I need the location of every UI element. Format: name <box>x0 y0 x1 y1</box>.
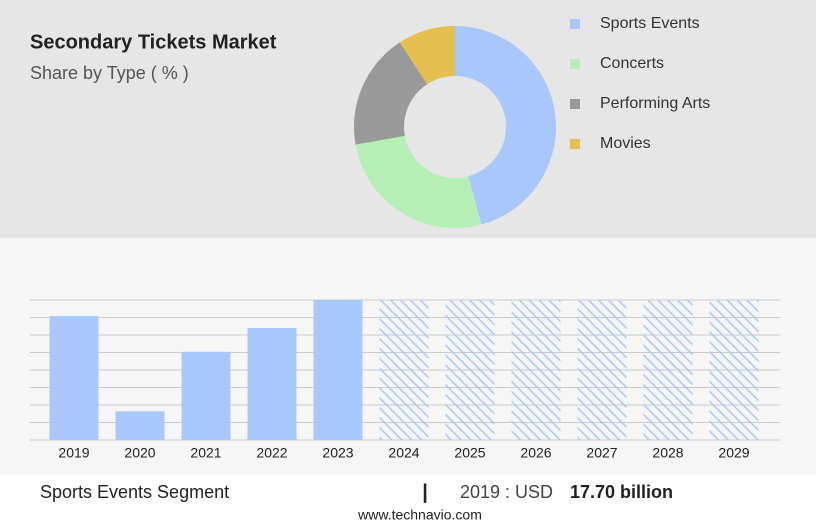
bar <box>115 411 165 440</box>
legend-swatch <box>570 99 580 109</box>
x-tick-label: 2024 <box>388 445 419 461</box>
bar <box>247 328 297 440</box>
x-tick-label: 2019 <box>58 445 89 461</box>
x-tick-label: 2022 <box>256 445 287 461</box>
x-tick-label: 2020 <box>124 445 155 461</box>
x-tick-label: 2026 <box>520 445 551 461</box>
x-tick-label: 2029 <box>718 445 749 461</box>
x-tick-label: 2025 <box>454 445 485 461</box>
footer-value: 17.70 billion <box>570 482 673 502</box>
bar <box>49 316 99 440</box>
forecast-placeholder <box>709 300 759 440</box>
footer-panel <box>0 475 816 528</box>
forecast-placeholder <box>511 300 561 440</box>
legend-label: Performing Arts <box>600 95 710 112</box>
donut-slice <box>355 135 482 228</box>
forecast-placeholder <box>643 300 693 440</box>
footer-segment: Sports Events Segment <box>40 482 229 502</box>
x-tick-label: 2021 <box>190 445 221 461</box>
legend-label: Concerts <box>600 55 664 72</box>
website: www.technavio.com <box>357 507 482 523</box>
donut-slice <box>455 26 556 225</box>
legend-swatch <box>570 139 580 149</box>
x-tick-label: 2023 <box>322 445 353 461</box>
forecast-placeholder <box>379 300 429 440</box>
footer-year-currency: 2019 : USD <box>460 482 553 502</box>
donut-slice <box>353 42 428 145</box>
chart-subtitle: Share by Type ( % ) <box>30 63 189 83</box>
x-tick-label: 2027 <box>586 445 617 461</box>
legend-swatch <box>570 59 580 69</box>
legend-label: Movies <box>600 135 651 152</box>
x-tick-label: 2028 <box>652 445 683 461</box>
footer-separator: | <box>422 481 428 503</box>
bar <box>313 300 363 440</box>
forecast-placeholder <box>577 300 627 440</box>
legend-label: Sports Events <box>600 15 700 32</box>
donut-slice <box>399 26 455 85</box>
legend-swatch <box>570 19 580 29</box>
chart-title: Secondary Tickets Market <box>30 31 277 53</box>
bar <box>181 351 231 440</box>
forecast-placeholder <box>445 300 495 440</box>
